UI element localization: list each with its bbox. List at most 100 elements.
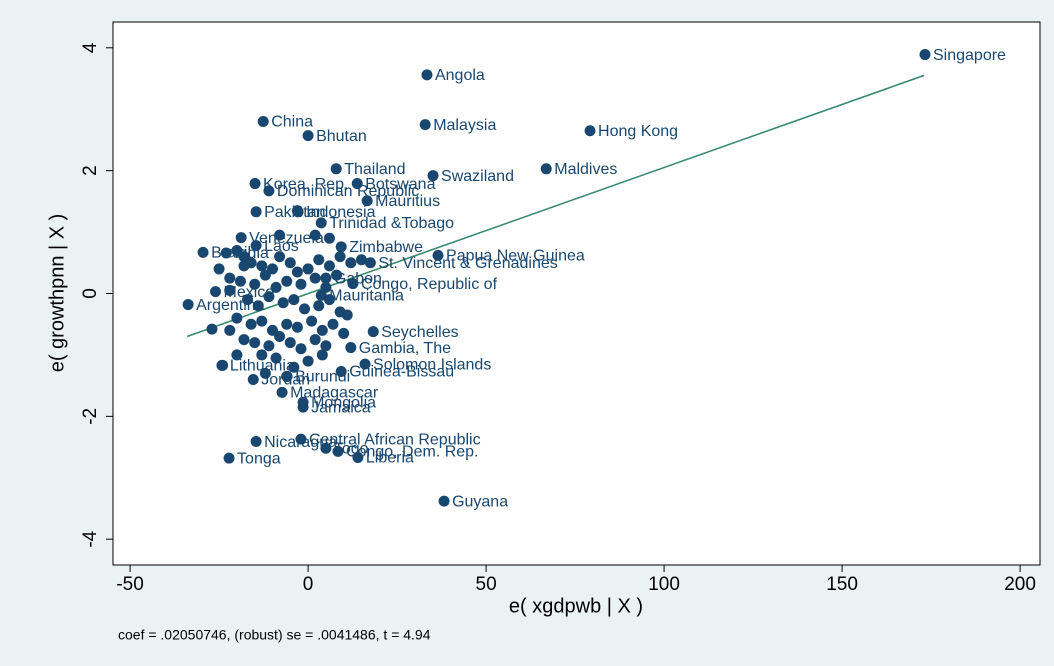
- point: [242, 294, 254, 306]
- point-label: Congo, Dem. Rep.: [346, 444, 479, 461]
- point-label: Jamaica: [311, 399, 371, 416]
- point: [320, 442, 332, 454]
- x-tick-label: 0: [303, 574, 314, 595]
- point: [295, 433, 307, 445]
- point: [250, 206, 262, 218]
- y-tick-label: 0: [80, 288, 101, 299]
- point: [330, 163, 342, 175]
- point-label: Bhutan: [316, 128, 367, 145]
- point: [421, 69, 433, 81]
- point: [263, 340, 275, 352]
- point: [584, 125, 596, 137]
- point: [297, 401, 309, 413]
- point-label: Korea, Rep.: [263, 176, 348, 193]
- point: [249, 278, 261, 290]
- point: [302, 355, 314, 367]
- point-label: Seychelles: [381, 324, 458, 341]
- point: [327, 318, 339, 330]
- point-label: Liberia: [366, 450, 414, 467]
- y-tick-label: -4: [80, 530, 101, 547]
- point: [302, 130, 314, 142]
- point-label: Trinidad &Tobago: [329, 215, 454, 232]
- y-tick-label: -2: [80, 408, 101, 425]
- point: [259, 269, 271, 281]
- point: [266, 324, 278, 336]
- point: [274, 251, 286, 263]
- point-label: Swaziland: [441, 168, 514, 185]
- point: [256, 260, 268, 272]
- point: [274, 229, 286, 241]
- point: [320, 272, 332, 284]
- point-label: Zimbabwe: [349, 239, 423, 256]
- point: [306, 315, 318, 327]
- point-label: Solomon Islands: [373, 356, 491, 373]
- point: [323, 260, 335, 272]
- point: [210, 286, 222, 298]
- point: [252, 300, 264, 312]
- point: [235, 232, 247, 244]
- point-label: Gambia, The: [359, 340, 451, 357]
- point-label: Malaysia: [433, 117, 496, 134]
- point: [432, 249, 444, 261]
- point: [341, 309, 353, 321]
- point-label: Mexico: [224, 284, 275, 301]
- point: [331, 269, 343, 281]
- point: [277, 297, 289, 309]
- point: [231, 245, 243, 257]
- point-label: Indonesia: [306, 204, 375, 221]
- point: [256, 349, 268, 361]
- point: [266, 263, 278, 275]
- point-label: Mauritius: [375, 193, 440, 210]
- point: [345, 257, 357, 269]
- y-tick-label: 2: [80, 165, 101, 176]
- point: [299, 303, 311, 315]
- point-label: Laos: [264, 238, 299, 255]
- point: [313, 254, 325, 266]
- point-label: Congo, Republic of: [361, 276, 498, 293]
- x-tick-label: -50: [116, 574, 143, 595]
- point: [313, 300, 325, 312]
- point-label: Thailand: [344, 161, 405, 178]
- point-label: Dominican Republic: [277, 183, 419, 200]
- point: [245, 318, 257, 330]
- point: [364, 257, 376, 269]
- point: [250, 436, 262, 448]
- point: [224, 324, 236, 336]
- point-label: Papua New Guinea: [446, 248, 585, 265]
- point: [291, 266, 303, 278]
- point-label: Mauritania: [329, 288, 404, 305]
- point-label: Mongolia: [311, 394, 376, 411]
- point-label: Maldives: [554, 161, 617, 178]
- point-label: Hong Kong: [598, 123, 678, 140]
- point-label: Guinea-Bissau: [349, 364, 454, 381]
- point: [288, 361, 300, 373]
- point: [223, 452, 235, 464]
- point: [309, 334, 321, 346]
- point: [427, 170, 439, 182]
- point: [316, 324, 328, 336]
- fit-line: [186, 74, 925, 338]
- point: [249, 178, 261, 190]
- x-tick-label: 200: [1004, 574, 1036, 595]
- point-label: Tonga: [237, 450, 281, 467]
- point: [224, 272, 236, 284]
- point: [291, 205, 303, 217]
- point-label: Madagascar: [290, 385, 379, 402]
- point: [540, 163, 552, 175]
- point: [302, 263, 314, 275]
- point: [309, 272, 321, 284]
- point: [217, 359, 229, 371]
- point: [361, 195, 373, 207]
- point-label: Singapore: [933, 47, 1006, 64]
- point: [295, 343, 307, 355]
- point-label: Burundi: [295, 369, 350, 386]
- point: [288, 294, 300, 306]
- point: [281, 275, 293, 287]
- point: [224, 284, 236, 296]
- point: [238, 260, 250, 272]
- point: [315, 289, 327, 301]
- point: [347, 278, 359, 290]
- point: [231, 312, 243, 324]
- point: [206, 323, 218, 335]
